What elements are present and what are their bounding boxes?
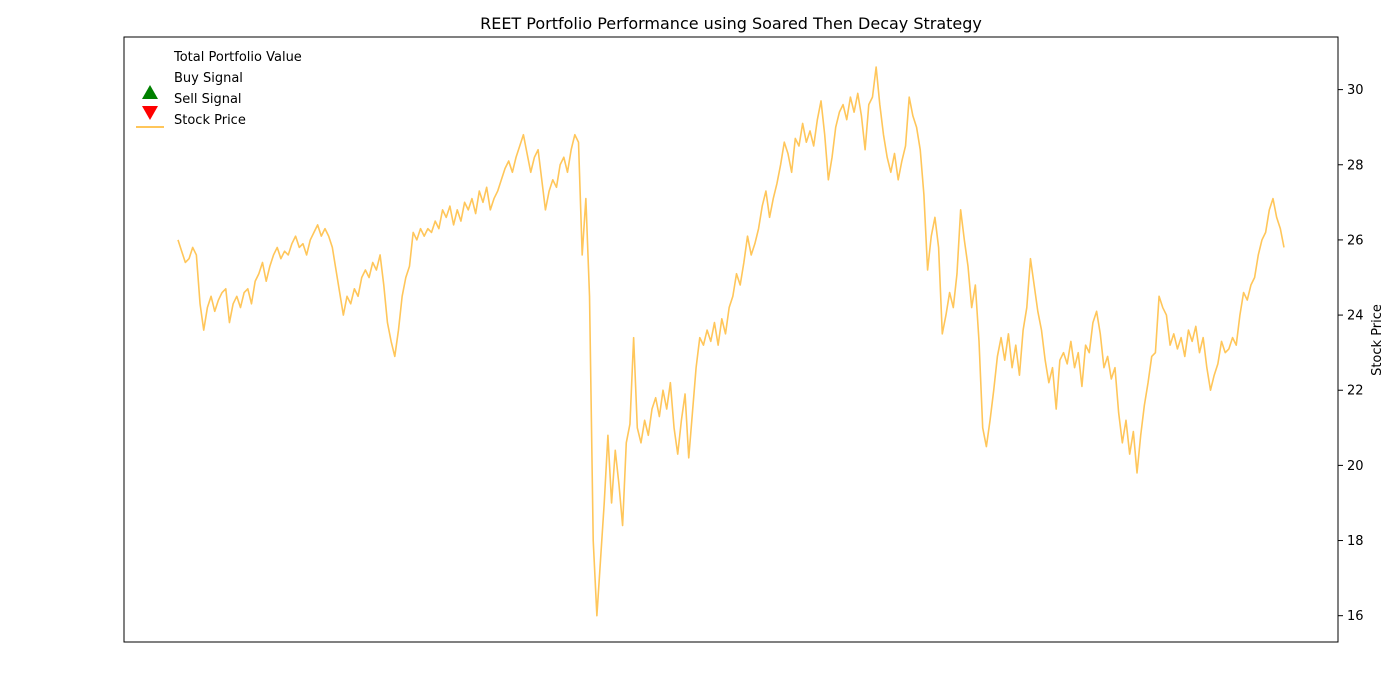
right-tick-label-3: 22: [1347, 384, 1364, 399]
plot-frame: [123, 36, 1339, 643]
right-tick-label-0: 16: [1347, 609, 1364, 624]
right-tick-label-2: 20: [1347, 459, 1364, 474]
right-tick-label-5: 26: [1347, 233, 1364, 248]
right-axis-label: Stock Price: [1370, 304, 1385, 376]
legend-label-2: Sell Signal: [174, 92, 242, 107]
legend-marker-2: [142, 106, 158, 120]
chart-legend: Total Portfolio Value Buy Signal Sell Sign…: [136, 50, 302, 128]
legend-label-1: Buy Signal: [174, 71, 243, 86]
right-axis-ticks: 16 18 20 22 24 26 28 30: [1338, 83, 1364, 624]
legend-marker-1: [142, 85, 158, 99]
right-tick-label-7: 30: [1347, 83, 1364, 98]
series-line-0: [177, 66, 1285, 617]
right-tick-label-4: 24: [1347, 309, 1364, 324]
legend-label-0: Total Portfolio Value: [173, 50, 302, 65]
right-tick-label-6: 28: [1347, 158, 1364, 173]
chart-title: REET Portfolio Performance using Soared …: [480, 14, 982, 33]
series-layer: [177, 66, 1285, 617]
legend-label-3: Stock Price: [174, 113, 246, 128]
right-tick-label-1: 18: [1347, 534, 1364, 549]
